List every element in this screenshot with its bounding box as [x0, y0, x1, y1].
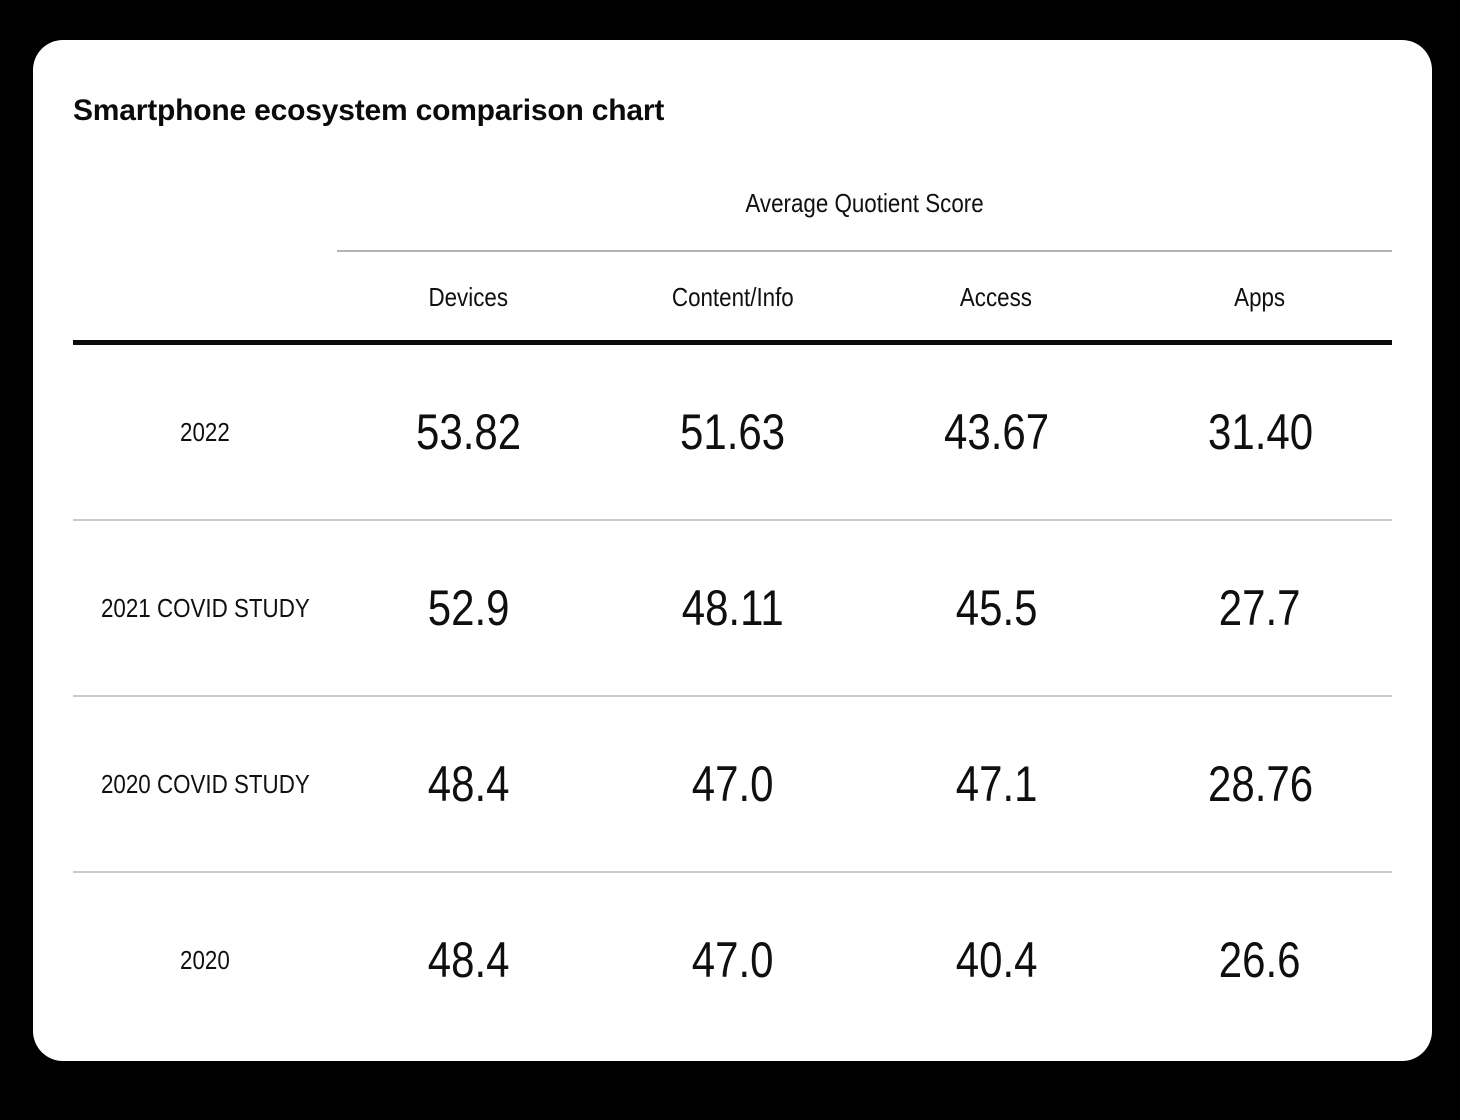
- row-label-2022: 2022: [73, 345, 337, 519]
- cell-2020cs-access: 47.1: [864, 697, 1128, 871]
- cell-value: 26.6: [1219, 932, 1301, 988]
- comparison-table: Average Quotient Score Devices Content/I…: [73, 154, 1392, 1047]
- column-header-label: Access: [960, 282, 1033, 312]
- row-label-2020: 2020: [73, 873, 337, 1047]
- cell-value: 48.4: [427, 756, 510, 812]
- cell-2022-apps: 31.40: [1128, 345, 1392, 519]
- cell-value: 47.1: [955, 756, 1038, 812]
- cell-value: 47.0: [691, 756, 774, 812]
- cell-2020-content-info: 47.0: [601, 873, 865, 1047]
- row-divider: [73, 871, 1392, 873]
- column-header-label: Devices: [428, 282, 509, 312]
- column-header-spacer: [73, 252, 337, 340]
- cell-value: 53.82: [416, 404, 522, 460]
- column-header-label: Apps: [1234, 282, 1286, 312]
- cell-2020-apps: 26.6: [1128, 873, 1392, 1047]
- cell-value: 45.5: [955, 580, 1038, 636]
- cell-2021-devices: 52.9: [337, 521, 601, 695]
- column-header-content-info: Content/Info: [601, 252, 865, 340]
- column-header-apps: Apps: [1128, 252, 1392, 340]
- cell-2020cs-apps: 28.76: [1128, 697, 1392, 871]
- cell-value: 47.0: [691, 932, 774, 988]
- page-title: Smartphone ecosystem comparison chart: [73, 94, 665, 127]
- comparison-chart-card: Smartphone ecosystem comparison chart Av…: [33, 40, 1432, 1061]
- column-header-devices: Devices: [337, 252, 601, 340]
- row-divider: [73, 695, 1392, 697]
- cell-2021-apps: 27.7: [1128, 521, 1392, 695]
- row-label-text: 2020: [180, 944, 230, 975]
- cell-2020-devices: 48.4: [337, 873, 601, 1047]
- cell-2020-access: 40.4: [864, 873, 1128, 1047]
- cell-2022-devices: 53.82: [337, 345, 601, 519]
- group-header-label: Average Quotient Score: [745, 188, 984, 218]
- cell-value: 43.67: [943, 404, 1049, 460]
- row-divider: [73, 519, 1392, 521]
- cell-value: 28.76: [1207, 756, 1313, 812]
- group-header-spacer: [73, 154, 337, 252]
- cell-2021-access: 45.5: [864, 521, 1128, 695]
- column-header-access: Access: [864, 252, 1128, 340]
- row-label-2020-covid-study: 2020 COVID STUDY: [73, 697, 337, 871]
- group-header: Average Quotient Score: [336, 154, 1392, 252]
- cell-value: 27.7: [1219, 580, 1301, 636]
- row-label-text: 2020 COVID STUDY: [100, 768, 310, 799]
- header-divider: [73, 340, 1392, 345]
- cell-value: 52.9: [427, 580, 510, 636]
- cell-value: 51.63: [679, 404, 786, 460]
- cell-2020cs-content-info: 47.0: [601, 697, 865, 871]
- column-header-label: Content/Info: [671, 282, 794, 312]
- cell-2022-access: 43.67: [864, 345, 1128, 519]
- row-label-text: 2022: [180, 416, 230, 447]
- cell-value: 48.11: [681, 580, 784, 636]
- row-label-2021-covid-study: 2021 COVID STUDY: [73, 521, 337, 695]
- cell-value: 31.40: [1207, 404, 1313, 460]
- cell-2021-content-info: 48.11: [601, 521, 865, 695]
- cell-value: 48.4: [427, 932, 510, 988]
- row-label-text: 2021 COVID STUDY: [100, 592, 310, 623]
- cell-2022-content-info: 51.63: [601, 345, 865, 519]
- cell-value: 40.4: [955, 932, 1038, 988]
- cell-2020cs-devices: 48.4: [337, 697, 601, 871]
